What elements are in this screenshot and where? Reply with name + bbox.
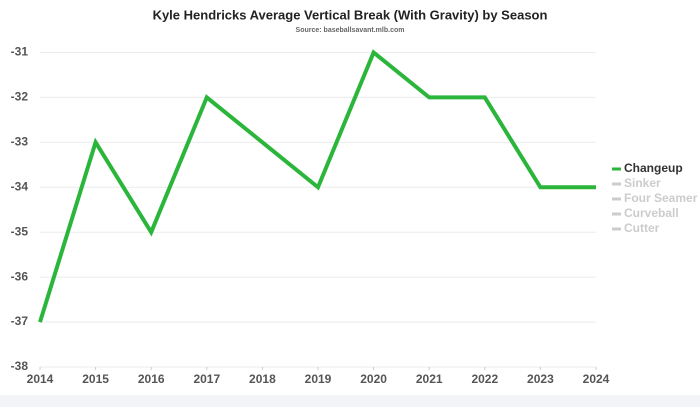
legend-label: Sinker: [624, 176, 661, 190]
y-tick-label: -33: [11, 135, 29, 149]
legend-label: Cutter: [624, 221, 660, 235]
legend-label: Changeup: [624, 161, 683, 175]
y-tick-label: -36: [11, 269, 29, 283]
x-tick-label: 2015: [82, 372, 109, 386]
y-tick-label: -38: [11, 359, 29, 373]
chart-title: Kyle Hendricks Average Vertical Break (W…: [153, 7, 548, 22]
x-tick-label: 2017: [193, 372, 220, 386]
y-tick-label: -34: [11, 179, 29, 193]
x-tick-label: 2021: [416, 372, 443, 386]
x-tick-label: 2023: [527, 372, 554, 386]
x-tick-label: 2014: [27, 372, 54, 386]
x-tick-label: 2016: [138, 372, 165, 386]
y-tick-label: -37: [11, 314, 29, 328]
chart-subtitle: Source: baseballsavant.mlb.com: [296, 27, 405, 34]
legend-label: Four Seamer: [624, 191, 698, 205]
y-tick-label: -31: [11, 45, 29, 59]
legend-label: Curveball: [624, 206, 679, 220]
x-tick-label: 2022: [471, 372, 498, 386]
series-line: [38, 49, 596, 323]
x-tick-label: 2019: [305, 372, 332, 386]
x-tick-label: 2020: [360, 372, 387, 386]
footer-band: [0, 395, 700, 407]
x-tick-label: 2018: [249, 372, 276, 386]
x-tick-label: 2024: [583, 372, 610, 386]
y-tick-label: -35: [11, 224, 29, 238]
y-tick-label: -32: [11, 90, 29, 104]
